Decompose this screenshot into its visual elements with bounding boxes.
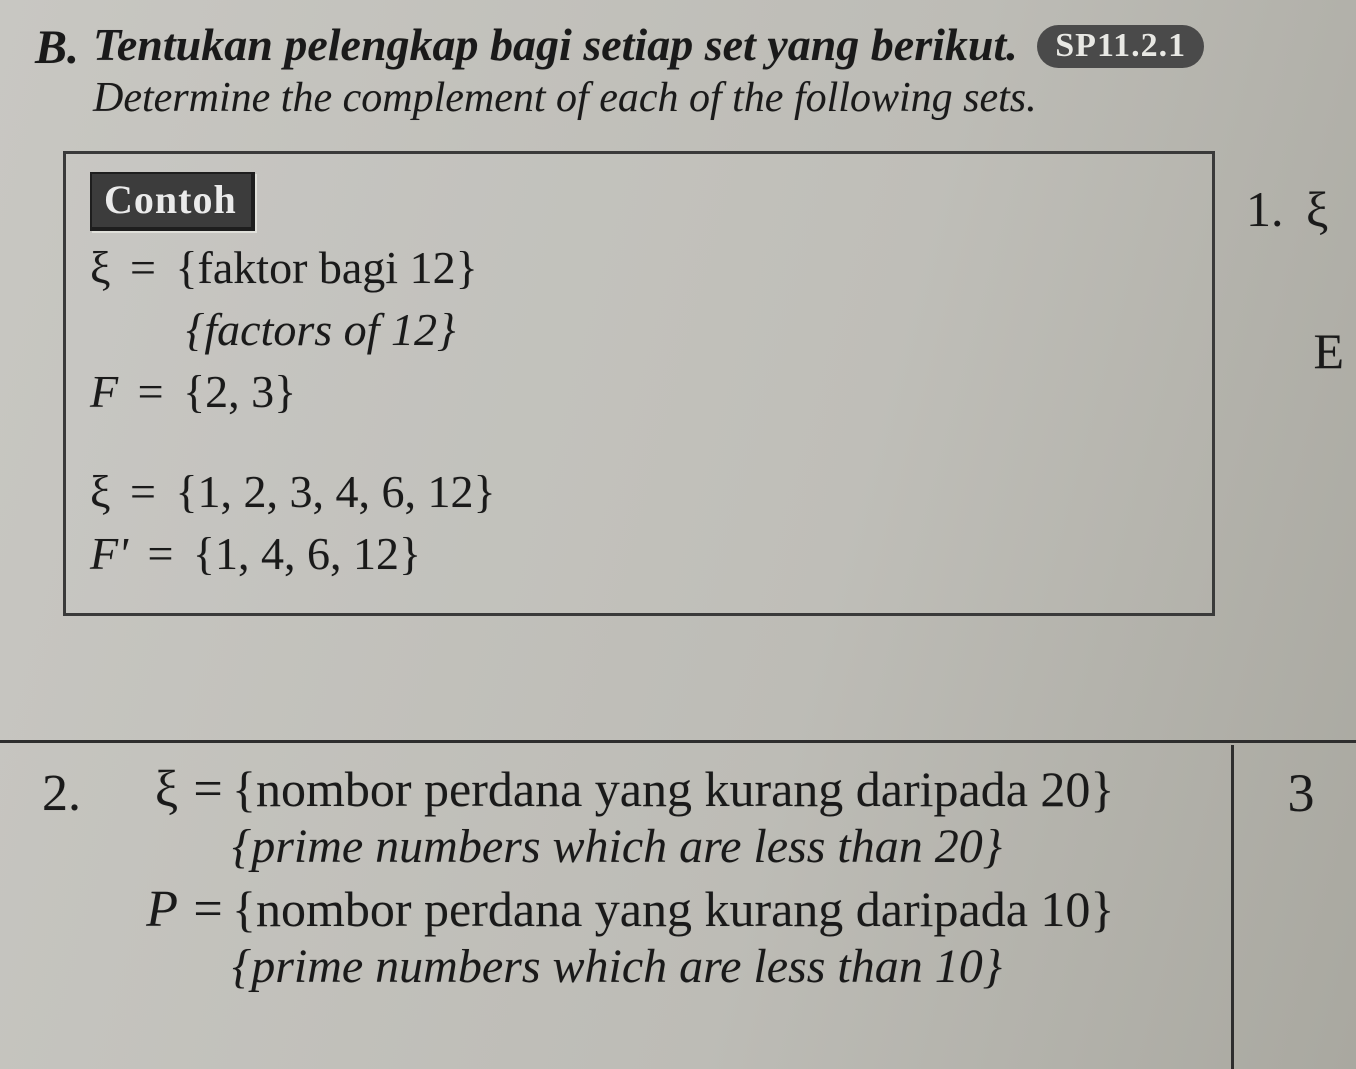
q2-xi-main: {nombor perdana yang kurang daripada 20} (232, 760, 1206, 818)
F-symbol: F (90, 366, 118, 417)
section-letter: B. (35, 20, 79, 72)
section-header: B. Tentukan pelengkap bagi setiap set ya… (35, 20, 1356, 123)
P-symbol: P (106, 880, 184, 939)
q2-body: ξ = {nombor perdana yang kurang daripada… (106, 760, 1206, 994)
equals: = (139, 528, 181, 579)
title-sub: Determine the complement of each of the … (93, 74, 1356, 122)
xi-list-line: ξ = {1, 2, 3, 4, 6, 12} (90, 461, 1188, 523)
solution-block: ξ = {1, 2, 3, 4, 6, 12} F' = {1, 4, 6, 1… (90, 461, 1188, 585)
title-block: Tentukan pelengkap bagi setiap set yang … (93, 20, 1356, 123)
title-main-text: Tentukan pelengkap bagi setiap set yang … (93, 19, 1018, 70)
xi-symbol: ξ (106, 760, 184, 819)
equals: = (130, 366, 172, 417)
title-main: Tentukan pelengkap bagi setiap set yang … (93, 20, 1356, 72)
q1-fragment: 1. ξ (1246, 180, 1356, 238)
example-box: Contoh ξ = {faktor bagi 12} {factors of … (63, 151, 1215, 616)
Fprime-list: {1, 4, 6, 12} (193, 528, 421, 579)
sp-badge: SP11.2.1 (1037, 25, 1204, 68)
equals: = (184, 760, 232, 819)
row-separator (0, 740, 1356, 743)
equals: = (184, 880, 232, 939)
contoh-badge: Contoh (90, 172, 255, 231)
xi-symbol: ξ (90, 242, 111, 293)
equals: = (122, 466, 164, 517)
question-2: 2. ξ = {nombor perdana yang kurang darip… (42, 760, 1222, 994)
q2-P-row: P = {nombor perdana yang kurang daripada… (106, 880, 1206, 939)
q2-P-sub: {prime numbers which are less than 10} (106, 939, 1206, 994)
textbook-page: B. Tentukan pelengkap bagi setiap set ya… (0, 0, 1356, 1069)
contoh-badge-wrap: Contoh (90, 172, 1188, 231)
xi-definition-line: ξ = {faktor bagi 12} (90, 237, 1188, 299)
q1-E: E (1313, 323, 1344, 379)
F-definition-line: F = {2, 3} (90, 361, 1188, 423)
xi-def-main: {faktor bagi 12} (175, 242, 477, 293)
xi-def-sub: {factors of 12} (90, 299, 1188, 361)
q2-number: 2. (42, 760, 102, 823)
q2-xi-sub: {prime numbers which are less than 20} (106, 819, 1206, 874)
q1-xi: ξ (1296, 181, 1328, 237)
q3-fragment: 3 (1246, 762, 1356, 824)
q3-number: 3 (1288, 763, 1315, 823)
xi-symbol: ξ (90, 466, 111, 517)
col-separator (1231, 745, 1234, 1069)
q2-xi-row: ξ = {nombor perdana yang kurang daripada… (106, 760, 1206, 819)
F-def: {2, 3} (183, 366, 296, 417)
Fprime-symbol: F' (90, 528, 128, 579)
Fprime-line: F' = {1, 4, 6, 12} (90, 523, 1188, 585)
q1-E-fragment: E (1234, 322, 1356, 380)
q1-number: 1. (1246, 181, 1284, 237)
xi-list: {1, 2, 3, 4, 6, 12} (175, 466, 495, 517)
q2-P-main: {nombor perdana yang kurang daripada 10} (232, 880, 1206, 938)
equals: = (122, 242, 164, 293)
